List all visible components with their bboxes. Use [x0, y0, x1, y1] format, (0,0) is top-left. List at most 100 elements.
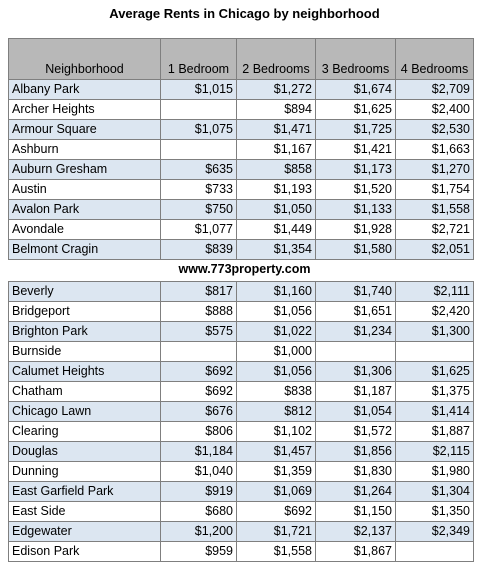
column-header-3-bedrooms: 3 Bedrooms	[315, 38, 396, 80]
rent-cell: $2,400	[395, 99, 474, 120]
table-row: Austin $733 $1,193 $1,520 $1,754	[8, 179, 474, 200]
rent-cell: $1,077	[160, 219, 237, 240]
website-watermark: www.773property.com	[178, 262, 311, 276]
neighborhood-cell: Douglas	[8, 441, 161, 462]
rent-cell: $1,022	[236, 321, 316, 342]
rent-cell: $1,721	[236, 521, 316, 542]
table-row: Edgewater $1,200 $1,721 $2,137 $2,349	[8, 521, 474, 542]
rent-cell: $676	[160, 401, 237, 422]
rent-cell: $919	[160, 481, 237, 502]
rent-cell: $806	[160, 421, 237, 442]
neighborhood-cell: East Garfield Park	[8, 481, 161, 502]
column-header-4-bedrooms: 4 Bedrooms	[395, 38, 474, 80]
neighborhood-cell: Edison Park	[8, 541, 161, 562]
rent-cell: $1,075	[160, 119, 237, 140]
table-row: Douglas $1,184 $1,457 $1,856 $2,115	[8, 441, 474, 462]
rent-cell: $888	[160, 301, 237, 322]
rent-cell: $1,359	[236, 461, 316, 482]
rent-cell	[160, 99, 237, 120]
rent-cell: $1,056	[236, 301, 316, 322]
neighborhood-cell: Brighton Park	[8, 321, 161, 342]
rent-cell: $1,651	[315, 301, 396, 322]
rent-cell: $1,050	[236, 199, 316, 220]
column-header-neighborhood: Neighborhood	[8, 38, 161, 80]
header-row: Neighborhood 1 Bedroom 2 Bedrooms 3 Bedr…	[8, 38, 474, 80]
neighborhood-cell: Edgewater	[8, 521, 161, 542]
rent-cell: $1,449	[236, 219, 316, 240]
neighborhood-cell: Belmont Cragin	[8, 239, 161, 260]
rent-cell: $1,270	[395, 159, 474, 180]
rent-cell: $1,054	[315, 401, 396, 422]
table-row: Avondale $1,077 $1,449 $1,928 $2,721	[8, 219, 474, 240]
column-header-2-bedrooms: 2 Bedrooms	[236, 38, 316, 80]
rent-cell	[395, 541, 474, 562]
rent-cell: $1,000	[236, 341, 316, 362]
neighborhood-cell: Avalon Park	[8, 199, 161, 220]
neighborhood-cell: Calumet Heights	[8, 361, 161, 382]
rent-cell: $733	[160, 179, 237, 200]
rent-cell: $1,375	[395, 381, 474, 402]
table-row: East Side $680 $692 $1,150 $1,350	[8, 501, 474, 522]
rent-cell: $1,572	[315, 421, 396, 442]
rent-cell: $1,856	[315, 441, 396, 462]
rent-cell: $1,414	[395, 401, 474, 422]
rent-cell: $1,754	[395, 179, 474, 200]
neighborhood-cell: Clearing	[8, 421, 161, 442]
table-row: Belmont Cragin $839 $1,354 $1,580 $2,051	[8, 239, 474, 260]
rent-cell: $1,272	[236, 79, 316, 100]
rent-cell: $2,137	[315, 521, 396, 542]
table-row: East Garfield Park $919 $1,069 $1,264 $1,304	[8, 481, 474, 502]
rent-cell: $1,304	[395, 481, 474, 502]
table-row: Albany Park $1,015 $1,272 $1,674 $2,709	[8, 79, 474, 100]
neighborhood-cell: Avondale	[8, 219, 161, 240]
rent-cell: $1,193	[236, 179, 316, 200]
rents-table-top: Neighborhood 1 Bedroom 2 Bedrooms 3 Bedr…	[8, 38, 474, 260]
rent-cell: $1,625	[395, 361, 474, 382]
rent-cell: $1,200	[160, 521, 237, 542]
rent-cell: $858	[236, 159, 316, 180]
table-row: Armour Square $1,075 $1,471 $1,725 $2,530	[8, 119, 474, 140]
rent-cell: $1,663	[395, 139, 474, 160]
rents-table-bottom: Beverly $817 $1,160 $1,740 $2,111 Bridgeport $…	[8, 281, 474, 562]
rent-cell: $1,558	[236, 541, 316, 562]
rent-cell: $635	[160, 159, 237, 180]
rent-cell: $1,350	[395, 501, 474, 522]
rent-cell: $1,069	[236, 481, 316, 502]
rent-cell: $1,306	[315, 361, 396, 382]
rent-cell: $2,721	[395, 219, 474, 240]
rent-cell: $812	[236, 401, 316, 422]
rent-cell: $1,234	[315, 321, 396, 342]
rent-cell	[160, 341, 237, 362]
rent-cell: $2,115	[395, 441, 474, 462]
rent-cell: $1,056	[236, 361, 316, 382]
neighborhood-cell: East Side	[8, 501, 161, 522]
rent-cell: $1,867	[315, 541, 396, 562]
rent-cell: $2,420	[395, 301, 474, 322]
rent-cell: $1,725	[315, 119, 396, 140]
table-row: Brighton Park $575 $1,022 $1,234 $1,300	[8, 321, 474, 342]
table-row: Calumet Heights $692 $1,056 $1,306 $1,625	[8, 361, 474, 382]
rent-cell: $1,520	[315, 179, 396, 200]
rent-cell: $2,530	[395, 119, 474, 140]
page-title: Average Rents in Chicago by neighborhood	[109, 6, 380, 21]
rent-cell: $1,173	[315, 159, 396, 180]
table-row: Auburn Gresham $635 $858 $1,173 $1,270	[8, 159, 474, 180]
rent-cell: $1,187	[315, 381, 396, 402]
neighborhood-cell: Albany Park	[8, 79, 161, 100]
table-row: Burnside $1,000	[8, 341, 474, 362]
neighborhood-cell: Archer Heights	[8, 99, 161, 120]
table-row: Beverly $817 $1,160 $1,740 $2,111	[8, 281, 474, 302]
rent-cell: $1,928	[315, 219, 396, 240]
rent-cell: $1,740	[315, 281, 396, 302]
neighborhood-cell: Armour Square	[8, 119, 161, 140]
rent-cell: $750	[160, 199, 237, 220]
rent-cell: $1,558	[395, 199, 474, 220]
rent-cell: $1,580	[315, 239, 396, 260]
rent-cell: $1,015	[160, 79, 237, 100]
rent-cell: $680	[160, 501, 237, 522]
rent-cell: $1,887	[395, 421, 474, 442]
rent-cell: $2,111	[395, 281, 474, 302]
rent-cell: $1,150	[315, 501, 396, 522]
neighborhood-cell: Chatham	[8, 381, 161, 402]
rent-cell: $692	[160, 381, 237, 402]
